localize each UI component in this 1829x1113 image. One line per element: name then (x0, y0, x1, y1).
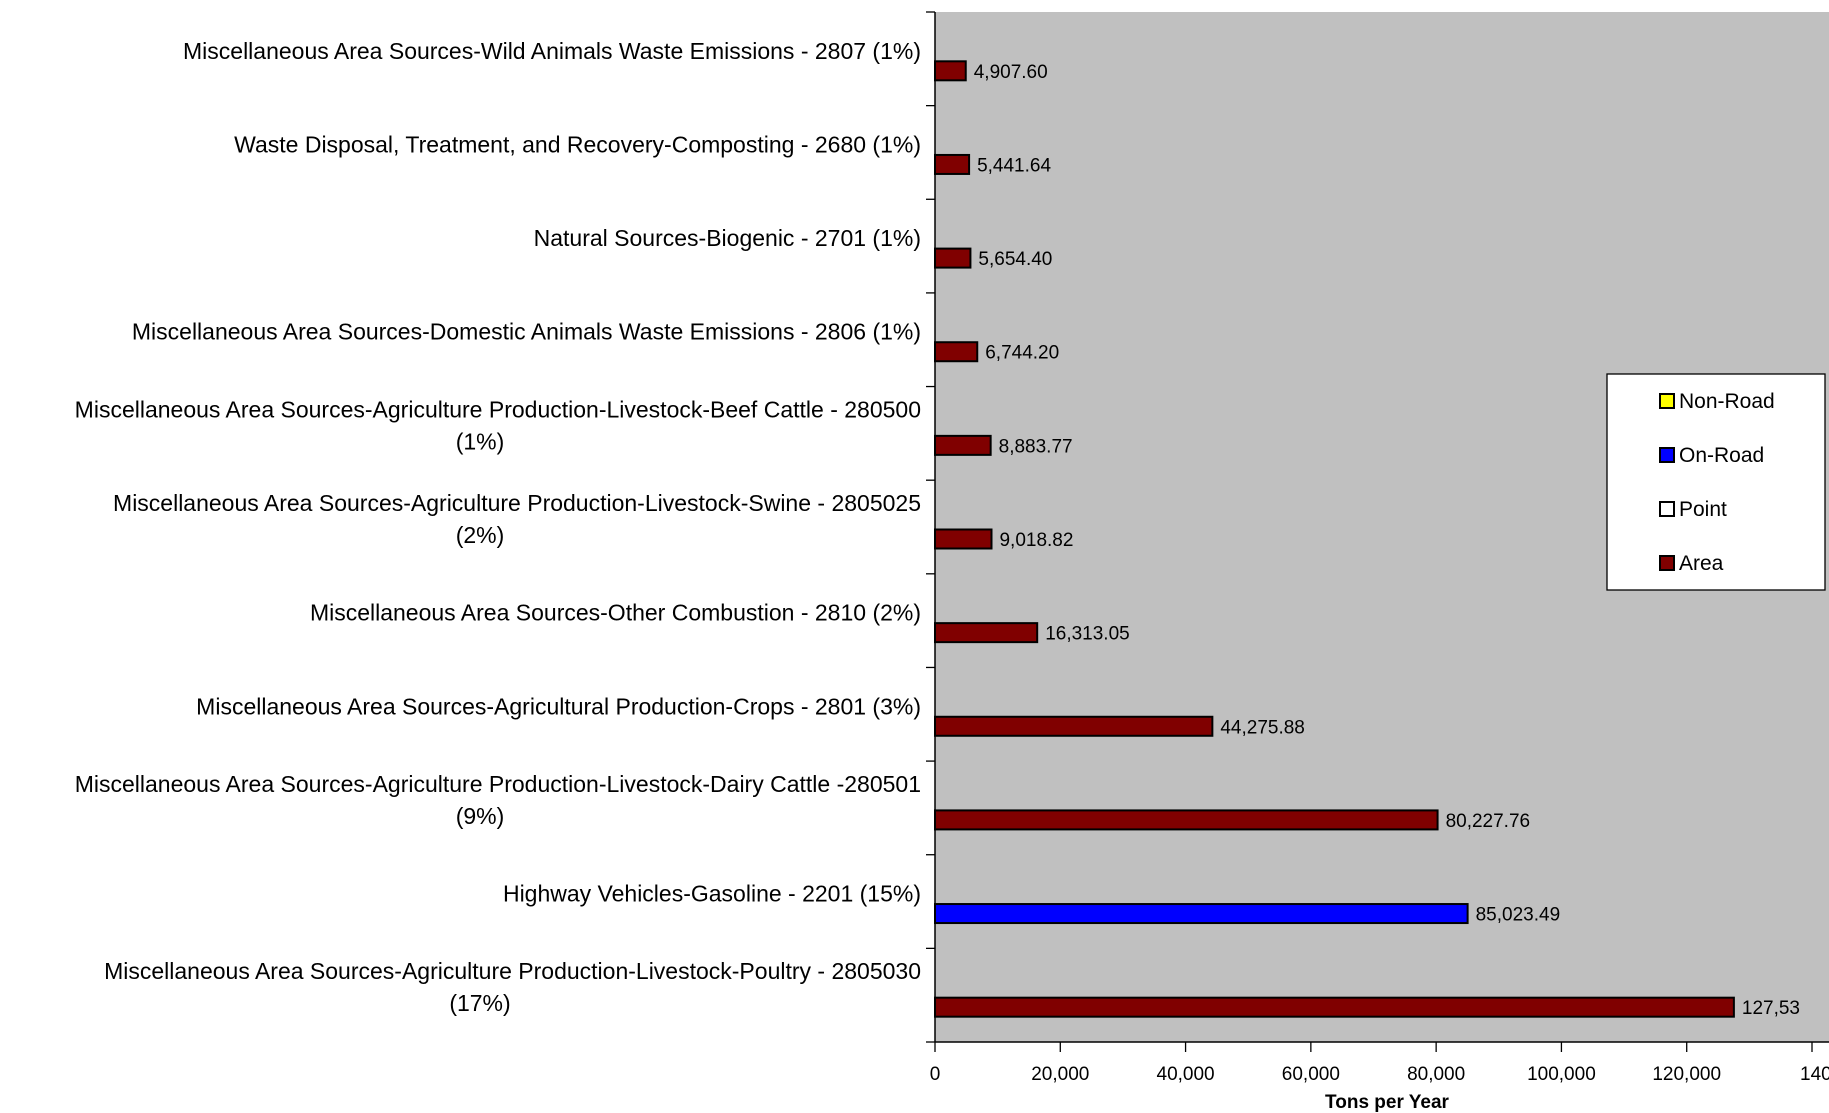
category-label: Miscellaneous Area Sources-Agriculture P… (75, 771, 921, 829)
x-tick-label: 60,000 (1282, 1064, 1340, 1085)
x-tick-label: 40,000 (1157, 1064, 1215, 1085)
category-label: Miscellaneous Area Sources-Agricultural … (196, 693, 921, 719)
category-labels: Miscellaneous Area Sources-Wild Animals … (75, 38, 921, 1016)
data-labels: 4,907.60 5,441.64 5,654.40 6,744.20 8,883.77… (974, 62, 1800, 1019)
data-label: 16,313.05 (1045, 624, 1130, 645)
data-label: 8,883.77 (999, 436, 1073, 457)
category-label: Miscellaneous Area Sources-Agriculture P… (75, 396, 921, 454)
legend: Non-Road On-Road Point Area (1606, 373, 1826, 591)
category-label: Waste Disposal, Treatment, and Recovery-… (234, 131, 921, 157)
category-label: Miscellaneous Area Sources-Agriculture P… (113, 490, 921, 548)
legend-label: On-Road (1679, 444, 1764, 467)
data-label: 44,275.88 (1220, 717, 1305, 738)
legend-swatch (1659, 393, 1675, 409)
data-label: 9,018.82 (999, 530, 1073, 551)
bar (934, 528, 993, 550)
category-label: Miscellaneous Area Sources-Other Combust… (310, 600, 921, 626)
data-label: 80,227.76 (1446, 811, 1531, 832)
x-tick-label: 0 (930, 1064, 941, 1085)
bar (934, 60, 967, 82)
legend-box (1606, 373, 1826, 591)
bar (934, 715, 1214, 737)
legend-swatch (1659, 447, 1675, 463)
axes: 0 20,000 40,000 60,000 80,000 100,000 120,000 1… (926, 11, 1829, 1085)
legend-label: Non-Road (1679, 390, 1775, 413)
bar (934, 622, 1039, 644)
x-tick-label: 20,000 (1031, 1064, 1089, 1085)
bar (934, 434, 992, 456)
data-label: 127,53 (1742, 998, 1800, 1019)
data-label: 5,441.64 (977, 155, 1051, 176)
x-tick-label: 100,000 (1527, 1064, 1596, 1085)
bar (934, 903, 1469, 925)
x-tick-label: 140 (1800, 1064, 1829, 1085)
data-label: 4,907.60 (974, 62, 1048, 83)
bar (934, 996, 1735, 1018)
legend-swatch (1659, 555, 1675, 571)
bar (934, 247, 972, 269)
category-label: Highway Vehicles-Gasoline - 2201 (15%) (503, 881, 921, 907)
x-tick-label: 120,000 (1652, 1064, 1721, 1085)
category-label: Natural Sources-Biogenic - 2701 (1%) (534, 225, 921, 251)
bar (934, 809, 1439, 831)
category-label: Miscellaneous Area Sources-Agriculture P… (104, 958, 921, 1016)
x-axis-title: Tons per Year (1325, 1092, 1450, 1113)
category-label: Miscellaneous Area Sources-Wild Animals … (183, 38, 921, 64)
legend-label: Area (1679, 552, 1724, 575)
x-tick-label: 80,000 (1407, 1064, 1465, 1085)
legend-swatch (1659, 501, 1675, 517)
data-label: 6,744.20 (985, 343, 1059, 364)
data-label: 5,654.40 (978, 249, 1052, 270)
data-label: 85,023.49 (1476, 905, 1561, 926)
legend-label: Point (1679, 498, 1727, 521)
category-label: Miscellaneous Area Sources-Domestic Anim… (132, 319, 921, 345)
bar (934, 153, 971, 175)
bar (934, 341, 979, 363)
